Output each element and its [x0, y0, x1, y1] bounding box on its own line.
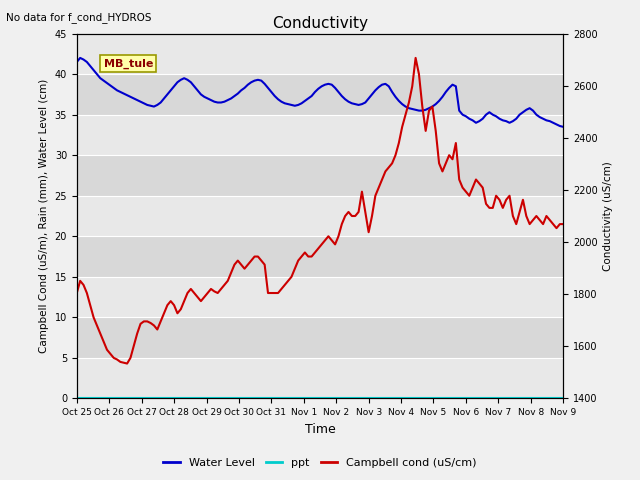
Bar	[77, 358, 563, 398]
Bar	[77, 115, 563, 155]
Y-axis label: Conductivity (uS/cm): Conductivity (uS/cm)	[604, 161, 613, 271]
X-axis label: Time: Time	[305, 423, 335, 436]
Text: No data for f_cond_HYDROS: No data for f_cond_HYDROS	[6, 12, 152, 23]
Text: MB_tule: MB_tule	[104, 59, 153, 69]
Title: Conductivity: Conductivity	[272, 16, 368, 31]
Bar	[77, 317, 563, 358]
Y-axis label: Campbell Cond (uS/m), Rain (mm), Water Level (cm): Campbell Cond (uS/m), Rain (mm), Water L…	[39, 79, 49, 353]
Bar	[77, 277, 563, 317]
Bar	[77, 236, 563, 277]
Bar	[77, 74, 563, 115]
Bar	[77, 34, 563, 74]
Bar	[77, 155, 563, 196]
Bar	[77, 196, 563, 236]
Legend: Water Level, ppt, Campbell cond (uS/cm): Water Level, ppt, Campbell cond (uS/cm)	[159, 453, 481, 472]
